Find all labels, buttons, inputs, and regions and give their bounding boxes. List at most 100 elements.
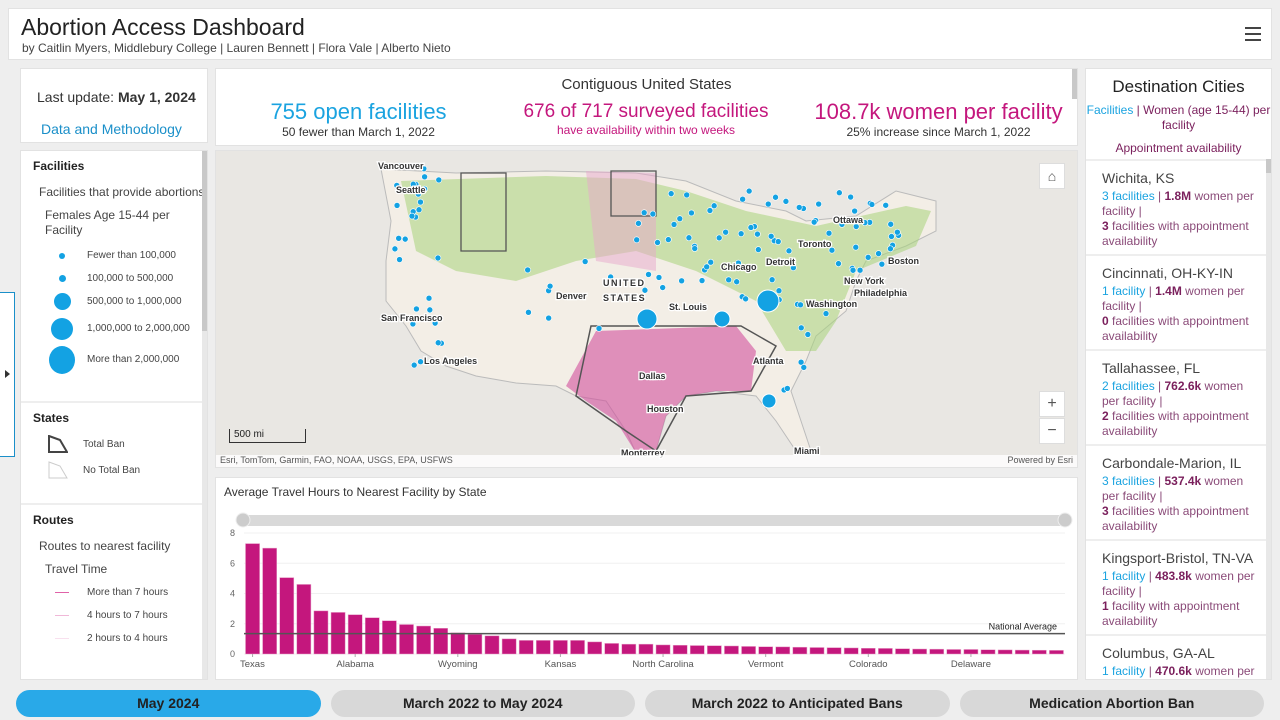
facility-point bbox=[835, 260, 842, 267]
app-title: Abortion Access Dashboard bbox=[21, 14, 305, 40]
bar bbox=[689, 645, 705, 655]
range-slider-handle[interactable] bbox=[1057, 512, 1073, 528]
tab-medication-abortion-ban[interactable]: Medication Abortion Ban bbox=[959, 690, 1264, 717]
tab-march-2022-to-anticipated-bans[interactable]: March 2022 to Anticipated Bans bbox=[645, 690, 950, 717]
facility-point bbox=[815, 200, 822, 208]
facility-point bbox=[725, 276, 732, 284]
stats-scrollbar[interactable] bbox=[1072, 69, 1077, 99]
range-slider-track[interactable] bbox=[238, 515, 1066, 526]
city-women: 470.6k bbox=[1155, 664, 1192, 678]
map-view[interactable]: Vancouver Seattle San Francisco Los Angeles… bbox=[215, 150, 1078, 468]
facility-point bbox=[395, 234, 402, 242]
bar bbox=[416, 625, 431, 655]
city-name: Cincinnati, OH-KY-IN bbox=[1102, 265, 1233, 281]
bar bbox=[484, 635, 500, 655]
key-appointment: Appointment availability bbox=[1115, 141, 1242, 155]
map-canvas[interactable]: Vancouver Seattle San Francisco Los Angeles… bbox=[216, 151, 1078, 468]
bar bbox=[758, 646, 773, 655]
facility-point bbox=[393, 182, 401, 189]
city-name: Carbondale-Marion, IL bbox=[1102, 455, 1242, 471]
bar bbox=[843, 647, 859, 655]
facility-point bbox=[417, 358, 424, 366]
x-tick-label: Delaware bbox=[951, 659, 991, 670]
bar bbox=[604, 643, 620, 655]
city-list-scrollbar[interactable] bbox=[1266, 159, 1271, 679]
facility-point bbox=[861, 219, 869, 226]
bar bbox=[655, 644, 671, 655]
legend-route-class: 2 hours to 4 hours bbox=[49, 627, 207, 650]
route-line-symbol bbox=[55, 638, 69, 639]
facility-point bbox=[856, 266, 864, 274]
bar bbox=[980, 649, 996, 655]
city-card[interactable]: Columbus, GA-AL 1 facility | 470.6k women… bbox=[1086, 634, 1268, 679]
expand-sidebar-button[interactable] bbox=[0, 292, 15, 457]
bar bbox=[296, 584, 312, 655]
bar bbox=[347, 614, 363, 655]
facility-point bbox=[425, 294, 433, 302]
facility-point bbox=[415, 190, 422, 198]
city-label: STATES bbox=[603, 293, 646, 303]
facility-point bbox=[710, 202, 718, 210]
facility-point bbox=[421, 315, 429, 323]
data-methodology-link[interactable]: Data and Methodology bbox=[41, 121, 182, 137]
x-tick-label: Wyoming bbox=[438, 659, 478, 670]
facility-point bbox=[764, 200, 772, 208]
facility-point bbox=[545, 314, 552, 322]
zoom-in-button[interactable]: + bbox=[1039, 391, 1065, 417]
tab-may-2024[interactable]: May 2024 bbox=[16, 690, 321, 717]
facility-point bbox=[421, 185, 428, 193]
city-label: Denver bbox=[556, 291, 587, 301]
travel-chart-panel: Average Travel Hours to Nearest Facility… bbox=[215, 477, 1078, 680]
city-name: Tallahassee, FL bbox=[1102, 360, 1201, 376]
tab-march-2022-to-may-2024[interactable]: March 2022 to May 2024 bbox=[330, 690, 635, 717]
facility-size-symbol bbox=[49, 345, 75, 374]
city-card[interactable]: Wichita, KS 3 facilities | 1.8M women per… bbox=[1086, 159, 1268, 254]
city-label: St. Louis bbox=[669, 302, 707, 312]
city-appointments: 1 bbox=[1102, 599, 1109, 613]
facility-point bbox=[737, 230, 745, 237]
facility-point bbox=[735, 259, 742, 267]
facility-point bbox=[393, 202, 401, 209]
city-label: Seattle bbox=[396, 185, 426, 195]
facility-point bbox=[838, 221, 846, 228]
facility-point bbox=[836, 189, 843, 197]
city-card[interactable]: Kingsport-Bristol, TN-VA 1 facility | 483… bbox=[1086, 539, 1268, 634]
bar bbox=[399, 624, 414, 655]
stat-surveyed: 676 of 717 surveyed facilities have avail… bbox=[523, 101, 769, 137]
city-label: Ottawa bbox=[833, 215, 864, 225]
hamburger-menu-icon[interactable] bbox=[1245, 27, 1261, 41]
facility-point bbox=[581, 258, 589, 265]
facility-point bbox=[640, 209, 648, 216]
facility-point bbox=[722, 228, 729, 236]
zoom-out-button[interactable]: − bbox=[1039, 418, 1065, 444]
legend-routes-title: Routes bbox=[33, 513, 74, 527]
facility-point bbox=[676, 215, 684, 222]
city-card[interactable]: Carbondale-Marion, IL 3 facilities | 537.… bbox=[1086, 444, 1268, 539]
legend-class: 1,000,000 to 2,000,000 bbox=[49, 313, 207, 344]
facility-point bbox=[420, 165, 428, 172]
city-card[interactable]: Tallahassee, FL 2 facilities | 762.6k wom… bbox=[1086, 349, 1268, 444]
facility-point bbox=[742, 295, 749, 303]
legend-scrollbar[interactable] bbox=[202, 151, 207, 679]
city-label: Houston bbox=[647, 404, 684, 414]
facility-point bbox=[401, 235, 409, 243]
stats-panel: Contiguous United States 755 open facili… bbox=[215, 68, 1078, 146]
city-label: Boston bbox=[888, 256, 919, 266]
facility-point bbox=[391, 245, 399, 253]
bar bbox=[963, 649, 979, 655]
facility-point-large bbox=[761, 393, 777, 409]
city-label: Miami bbox=[794, 446, 820, 456]
no-ban-symbol bbox=[48, 461, 68, 479]
range-slider-handle[interactable] bbox=[235, 512, 251, 528]
home-button[interactable]: ⌂ bbox=[1039, 163, 1065, 189]
facility-point bbox=[707, 258, 715, 266]
facility-point bbox=[434, 254, 442, 262]
bar bbox=[1032, 649, 1047, 655]
facility-point bbox=[654, 239, 661, 246]
facility-point bbox=[797, 324, 805, 332]
bar bbox=[792, 646, 808, 655]
city-card[interactable]: Cincinnati, OH-KY-IN 1 facility | 1.4M wo… bbox=[1086, 254, 1268, 349]
facility-point bbox=[409, 320, 417, 328]
facility-point bbox=[851, 207, 858, 215]
legend-no-total-ban: No Total Ban bbox=[45, 457, 207, 483]
